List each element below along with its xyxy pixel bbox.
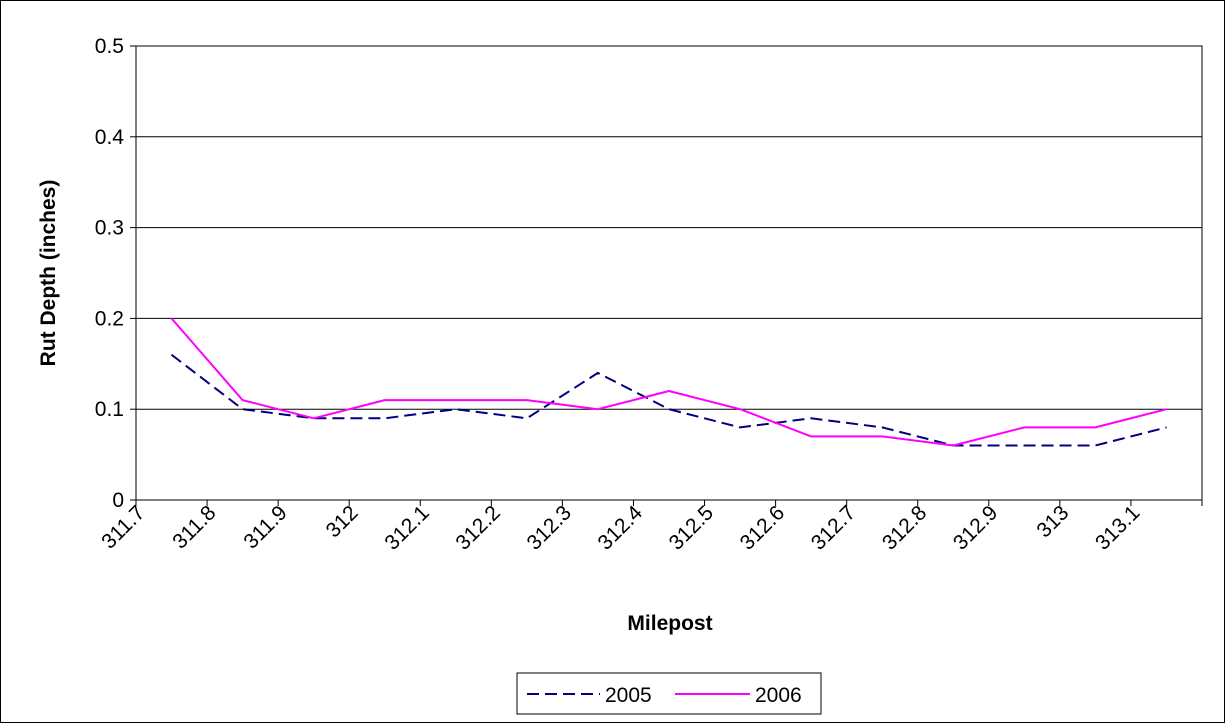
y-tick-label: 0.2 (95, 307, 124, 330)
y-tick-label: 0.5 (95, 35, 124, 58)
x-tick-label: 312.9 (949, 501, 1002, 554)
y-tick-label: 0.4 (95, 126, 125, 149)
y-tick-label: 0.3 (95, 217, 124, 240)
x-tick-label: 313 (1032, 501, 1073, 542)
y-axis-title: Rut Depth (inches) (37, 180, 60, 367)
legend-label-2005: 2005 (605, 684, 652, 707)
series-line-2006 (170, 317, 1167, 447)
x-tick-label: 312.6 (736, 501, 789, 554)
y-tick-label: 0 (112, 489, 124, 512)
x-tick-label: 312.3 (523, 501, 576, 554)
x-axis-title: Milepost (627, 612, 712, 635)
legend: 2005 2006 (516, 672, 822, 715)
x-tick-label: 312.5 (665, 501, 718, 554)
series-lines (170, 317, 1167, 447)
x-tick-label: 313.1 (1091, 501, 1144, 554)
x-axis-ticks: 311.7 311.8 311.9 312 312.1 312.2 312.3 312.4 31… (97, 500, 1203, 555)
series-line-2005 (170, 353, 1167, 447)
x-tick-label: 312.8 (878, 501, 931, 554)
gridlines (136, 45, 1202, 410)
plot-area-border (135, 45, 1203, 501)
y-tick-label: 0.1 (95, 398, 124, 421)
x-tick-label: 312.7 (807, 501, 860, 554)
x-tick-label: 311.9 (239, 501, 291, 553)
legend-label-2006: 2006 (755, 684, 802, 707)
x-tick-label: 312.1 (380, 501, 433, 554)
x-tick-label: 312.4 (594, 501, 648, 555)
x-tick-label: 312 (322, 501, 363, 542)
y-axis-ticks: 0 0.1 0.2 0.3 0.4 0.5 (95, 35, 136, 512)
x-tick-label: 312.2 (451, 501, 504, 554)
x-tick-label: 311.8 (168, 501, 220, 553)
